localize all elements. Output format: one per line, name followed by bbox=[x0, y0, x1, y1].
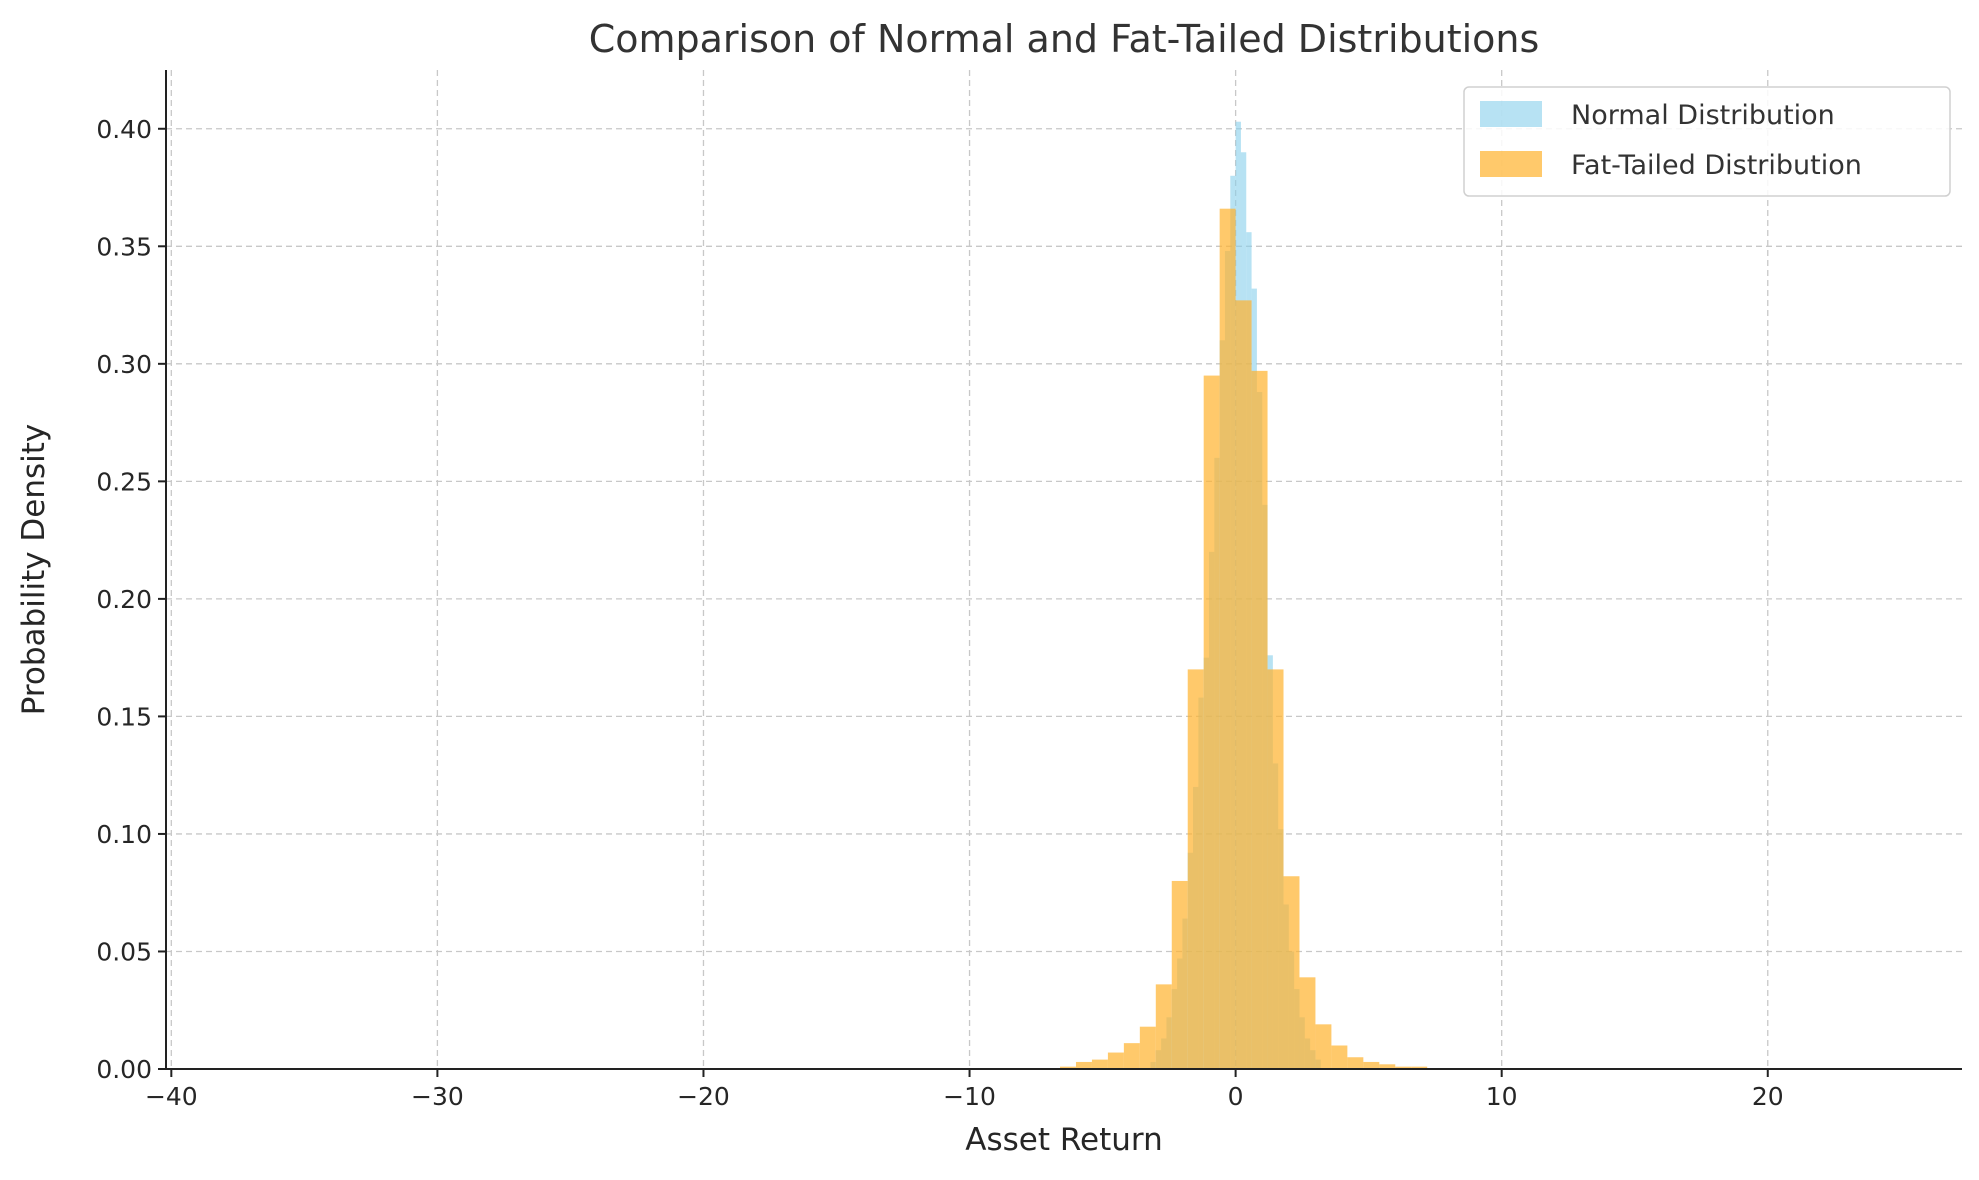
histogram-bar bbox=[1123, 1043, 1140, 1069]
y-tick-label: 0.20 bbox=[96, 585, 152, 614]
histogram-bar bbox=[1283, 876, 1300, 1069]
histogram-bar bbox=[1331, 1045, 1348, 1069]
y-tick-label: 0.15 bbox=[96, 702, 152, 731]
chart-title: Comparison of Normal and Fat-Tailed Dist… bbox=[589, 17, 1540, 61]
histogram-bars bbox=[1060, 121, 1428, 1070]
histogram-bar bbox=[1171, 880, 1188, 1069]
histogram-bar bbox=[1219, 208, 1236, 1070]
histogram-bar bbox=[1107, 1052, 1124, 1069]
y-tick-label: 0.05 bbox=[96, 937, 152, 966]
histogram-bar bbox=[1411, 1066, 1428, 1069]
x-tick-label: 20 bbox=[1752, 1082, 1784, 1111]
y-tick-label: 0.40 bbox=[96, 115, 152, 144]
legend-label-fat-tailed: Fat-Tailed Distribution bbox=[1571, 150, 1862, 181]
y-tick-label: 0.00 bbox=[96, 1055, 152, 1084]
x-tick-label: −10 bbox=[943, 1082, 996, 1111]
histogram-bar bbox=[1251, 370, 1268, 1069]
histogram-bar bbox=[1315, 1024, 1332, 1069]
x-tick-label: 10 bbox=[1486, 1082, 1518, 1111]
y-tick-label: 0.30 bbox=[96, 350, 152, 379]
x-axis-title: Asset Return bbox=[965, 1122, 1162, 1158]
histogram-bar bbox=[1060, 1066, 1076, 1069]
legend-label-normal: Normal Distribution bbox=[1571, 100, 1835, 131]
histogram-bar bbox=[1235, 300, 1252, 1069]
legend-swatch-fat-tailed bbox=[1480, 151, 1542, 177]
x-tick-label: −30 bbox=[411, 1082, 464, 1111]
tick-marks-and-labels: −40 −30 −20 −10 0 10 20 0.00 0.05 0.10 0.15 0.20 0.2… bbox=[96, 115, 1783, 1111]
histogram-bar bbox=[1395, 1066, 1412, 1069]
histogram-bar bbox=[1155, 984, 1172, 1069]
legend-frame bbox=[1463, 86, 1951, 197]
histogram-bar bbox=[1075, 1061, 1092, 1069]
histogram-bar bbox=[1379, 1064, 1396, 1069]
histogram-bar bbox=[1267, 669, 1284, 1069]
histogram-bar bbox=[1299, 977, 1316, 1069]
histogram-bar bbox=[1363, 1061, 1380, 1069]
axes bbox=[165, 70, 1962, 1070]
histogram-bar bbox=[1187, 669, 1204, 1069]
histogram-bar bbox=[1091, 1059, 1108, 1069]
y-tick-label: 0.25 bbox=[96, 467, 152, 496]
histogram-bar bbox=[1347, 1057, 1364, 1069]
x-tick-label: −40 bbox=[145, 1082, 198, 1111]
y-tick-label: 0.35 bbox=[96, 232, 152, 261]
y-tick-label: 0.10 bbox=[96, 820, 152, 849]
series-fat-tailed bbox=[1060, 208, 1428, 1070]
y-axis-title: Probability Density bbox=[16, 424, 52, 716]
histogram-bar bbox=[1203, 375, 1220, 1069]
legend-swatch-normal bbox=[1480, 101, 1542, 127]
histogram-bar bbox=[1139, 1026, 1156, 1069]
x-tick-label: −20 bbox=[677, 1082, 730, 1111]
legend: Normal Distribution Fat-Tailed Distribut… bbox=[1463, 86, 1951, 197]
x-tick-label: 0 bbox=[1228, 1082, 1244, 1111]
